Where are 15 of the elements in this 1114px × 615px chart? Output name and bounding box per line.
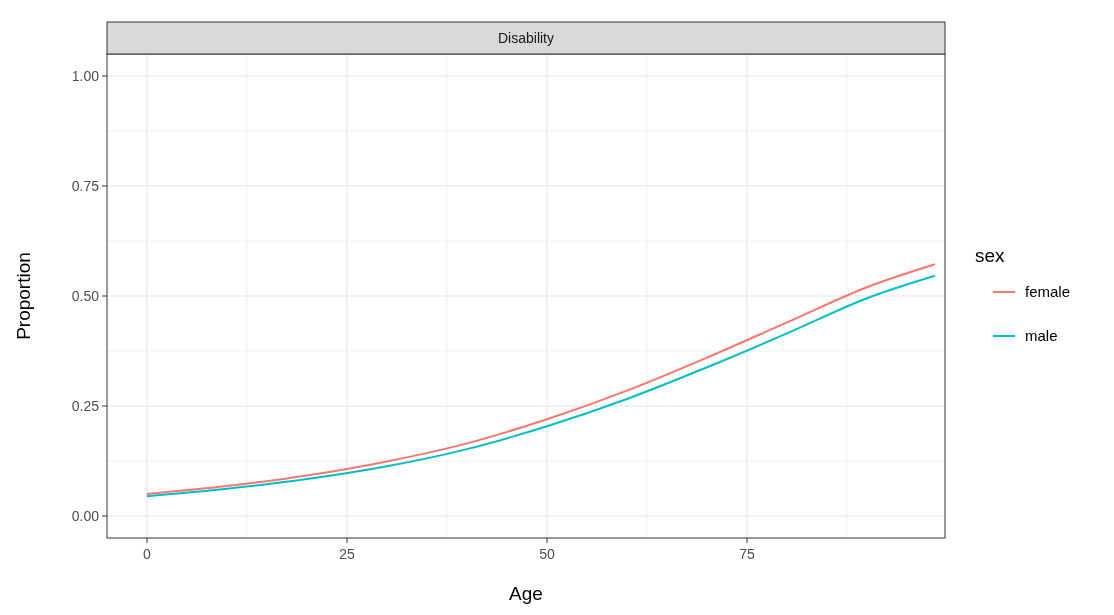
x-axis-title: Age <box>509 583 543 604</box>
x-tick-label: 0 <box>143 546 152 562</box>
x-tick-label: 50 <box>539 546 555 562</box>
x-tick-label: 25 <box>339 546 355 562</box>
legend-label: female <box>1025 283 1071 300</box>
y-tick-label: 0.50 <box>71 288 100 304</box>
y-tick-label: 1.00 <box>71 68 100 84</box>
y-tick-label: 0.00 <box>71 508 100 524</box>
legend-label: male <box>1025 327 1058 344</box>
y-axis-title: Proportion <box>13 252 34 340</box>
chart-title: Disability <box>497 30 555 46</box>
legend-title: sex <box>975 245 1006 266</box>
x-tick-label: 75 <box>739 546 755 562</box>
y-tick-label: 0.25 <box>71 398 100 414</box>
y-tick-label: 0.75 <box>71 178 100 194</box>
